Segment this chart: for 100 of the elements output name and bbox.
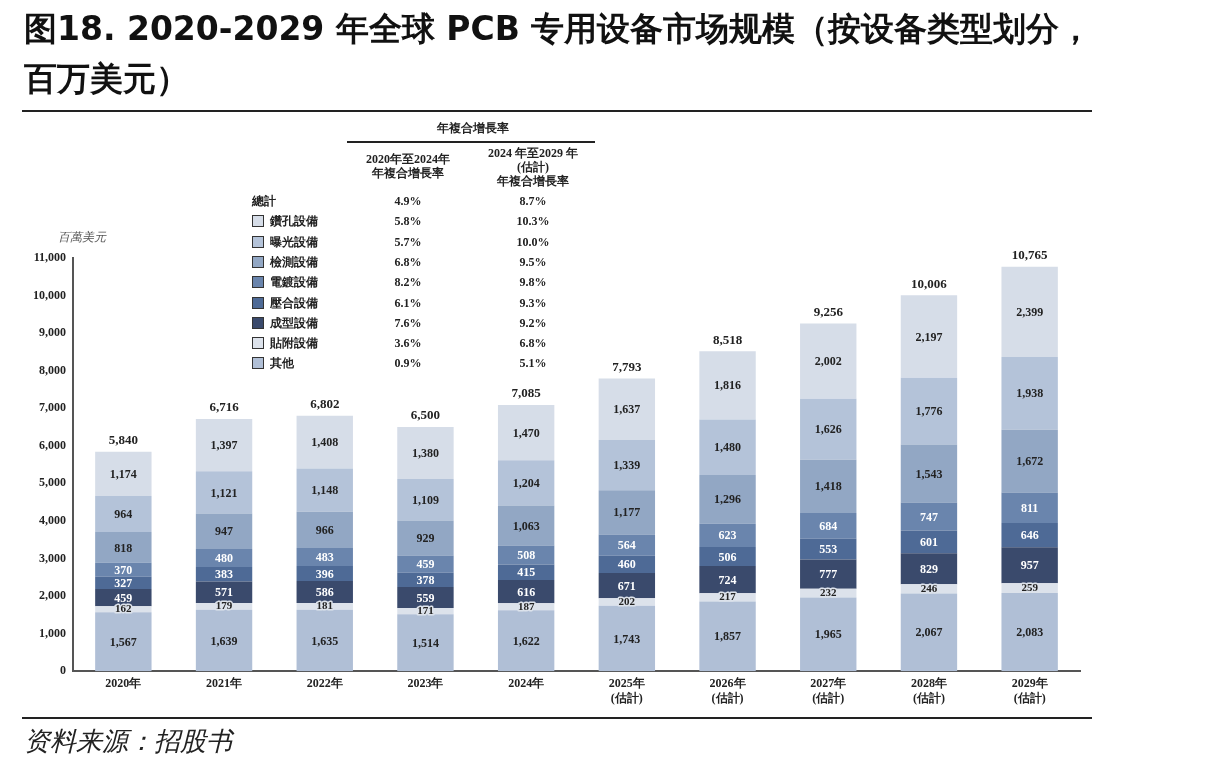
- text: 2024 年至2029 年: [487, 146, 579, 160]
- bar: [598, 439, 656, 491]
- data-label: 777: [819, 567, 838, 582]
- bar: [598, 605, 656, 672]
- x-tick-label: 2024年: [508, 676, 545, 691]
- bar: [397, 427, 454, 479]
- legend-label: 壓合設備: [270, 295, 319, 310]
- x-tick-label: 2025年(估計): [608, 676, 645, 705]
- bar: [296, 609, 353, 672]
- data-label: 1,635: [311, 633, 339, 648]
- data-label: 383: [215, 567, 234, 582]
- total-label: 6,500: [410, 407, 441, 423]
- text: 2020年至2024年: [365, 152, 451, 166]
- data-label: 1,938: [1016, 386, 1044, 401]
- y-tick-label: 11,000: [33, 250, 66, 265]
- bar: [95, 612, 152, 672]
- data-label: 232: [820, 585, 837, 598]
- bar: [598, 534, 656, 556]
- bar: [195, 471, 253, 514]
- text: 年複合增長率: [496, 174, 570, 188]
- data-label: 623: [718, 528, 737, 543]
- x-tick-label: 2020年: [105, 676, 142, 691]
- y-tick-label: 3,000: [39, 550, 66, 565]
- data-label: 564: [617, 538, 636, 553]
- data-label: 747: [919, 509, 938, 524]
- bar: [296, 415, 353, 469]
- data-label: 1,063: [512, 518, 540, 533]
- data-label: 459: [114, 590, 133, 605]
- data-label: 2,197: [915, 329, 943, 344]
- y-tick-label: 6,000: [39, 437, 66, 452]
- bar: [195, 609, 253, 672]
- x-tick-label: 2029年(估計): [1011, 676, 1048, 705]
- y-tick-label: 7,000: [39, 400, 66, 415]
- data-label: 671: [617, 578, 636, 593]
- text: 8.7%: [518, 194, 548, 208]
- bar: [195, 513, 253, 550]
- x-tick-label: 2026年(估計): [709, 676, 746, 705]
- bar: [800, 513, 857, 539]
- y-axis-title: 百萬美元: [58, 230, 107, 245]
- total-label: 6,716: [209, 399, 240, 415]
- data-label: 2,067: [915, 625, 943, 640]
- bar: [800, 459, 857, 514]
- text: 總計: [252, 194, 277, 208]
- y-tick-label: 1,000: [39, 625, 66, 640]
- data-label: 1,480: [714, 440, 742, 455]
- data-label: 1,296: [714, 492, 742, 507]
- data-label: 1,637: [613, 402, 641, 417]
- data-label: 187: [517, 599, 535, 612]
- text: 年複合增長率: [371, 166, 445, 180]
- legend-label: 曝光設備: [270, 234, 319, 249]
- bar: [1001, 547, 1058, 584]
- annotation: 9.8%: [518, 275, 548, 290]
- y-tick-label: 5,000: [39, 475, 66, 490]
- annotation: 6.8%: [518, 336, 548, 351]
- data-label: 966: [315, 522, 334, 537]
- bar: [800, 597, 857, 672]
- bar: [497, 545, 555, 565]
- bar: [699, 601, 756, 672]
- data-label: 378: [416, 572, 435, 587]
- data-label: 1,743: [613, 631, 641, 646]
- bar: [900, 444, 958, 503]
- bar: [95, 532, 152, 563]
- data-label: 1,418: [814, 479, 842, 494]
- text: (估計): [517, 160, 550, 174]
- legend-label: 鑽孔設備: [270, 214, 319, 229]
- annotation: 8.2%: [393, 275, 423, 290]
- total-label: 7,793: [612, 358, 642, 374]
- data-label: 1,816: [714, 378, 742, 393]
- data-label: 1,776: [915, 404, 943, 419]
- x-tick-label: 2027年(估計): [810, 676, 847, 705]
- data-label: 1,204: [512, 475, 540, 490]
- text: 年複合增長率: [436, 121, 510, 135]
- bar: [699, 475, 756, 524]
- data-label: 1,567: [109, 634, 137, 649]
- data-label: 1,965: [814, 627, 842, 642]
- data-label: 2,399: [1016, 304, 1044, 319]
- text: 10.0%: [515, 234, 551, 249]
- data-label: 508: [517, 548, 536, 563]
- data-label: 964: [114, 507, 133, 522]
- data-label: 724: [718, 572, 737, 587]
- bar: [397, 555, 454, 573]
- annotation: 9.3%: [518, 295, 548, 310]
- data-label: 259: [1021, 580, 1039, 593]
- bar: [95, 451, 152, 496]
- bar: [900, 295, 958, 378]
- y-tick-label: 2,000: [39, 588, 66, 603]
- data-label: 811: [1020, 500, 1039, 515]
- total-label: 9,256: [813, 303, 844, 319]
- data-label: 559: [416, 590, 435, 605]
- x-tick-label: 2021年: [206, 676, 243, 691]
- annotation: 7.6%: [393, 315, 423, 330]
- data-label: 2,083: [1016, 625, 1044, 640]
- data-label: 1,514: [411, 635, 439, 650]
- bar: [699, 419, 756, 476]
- data-label: 601: [919, 534, 938, 549]
- text: 5.7%: [393, 234, 423, 249]
- data-label: 396: [315, 566, 334, 581]
- bar: [800, 323, 857, 399]
- annotation: 5.1%: [518, 356, 548, 371]
- bar: [699, 523, 756, 548]
